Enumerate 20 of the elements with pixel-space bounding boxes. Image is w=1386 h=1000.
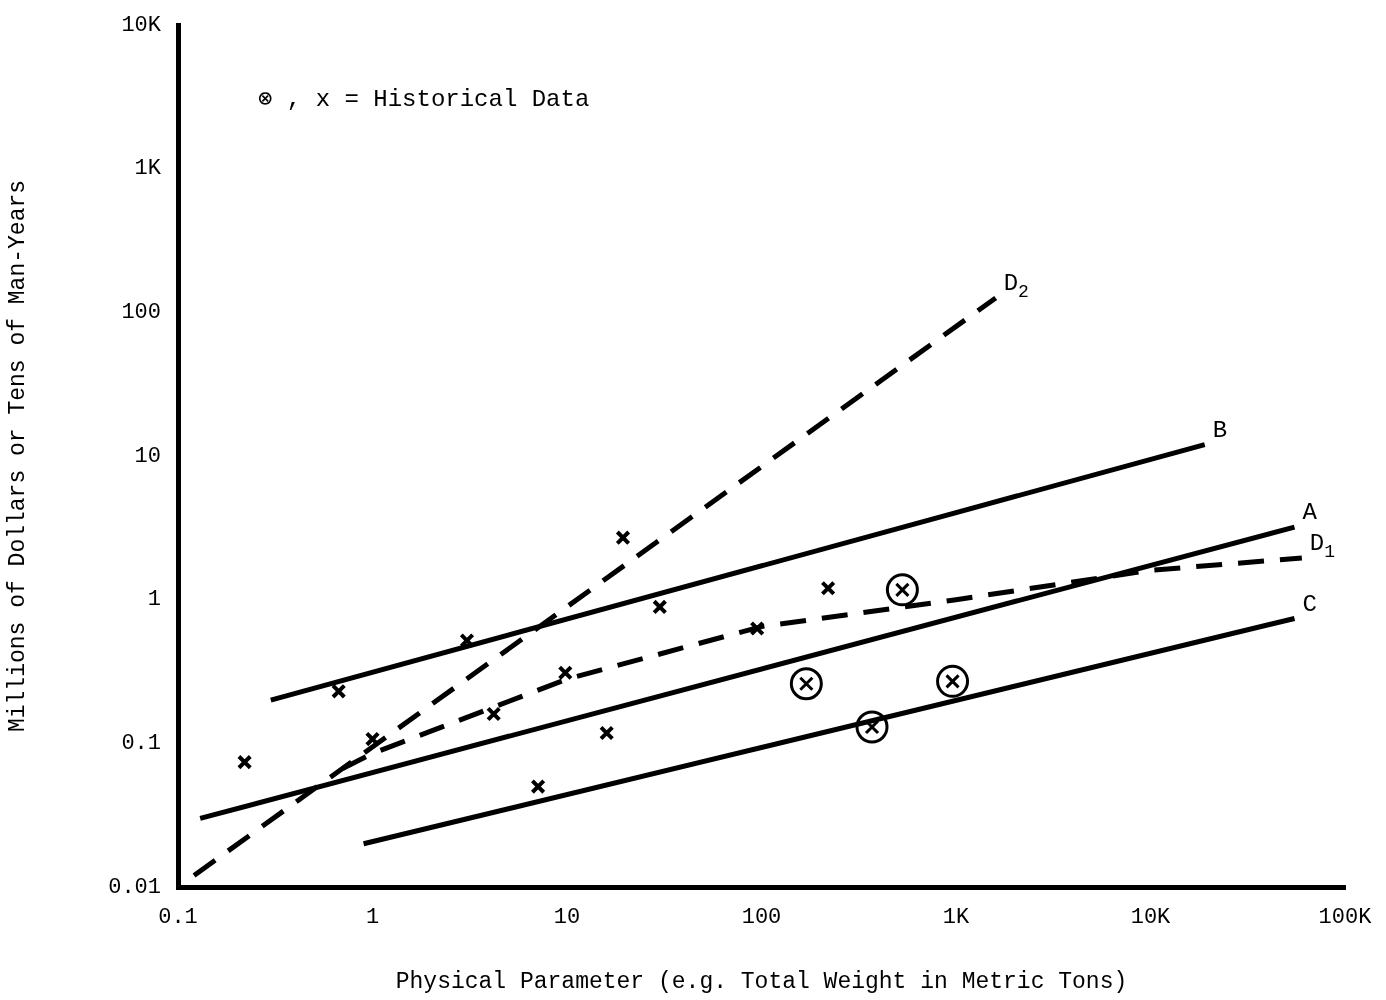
x-axis-title: Physical Parameter (e.g. Total Weight in Metric Tons)	[395, 969, 1128, 996]
x-tick-label: 10	[553, 905, 581, 931]
y-axis-title: Millions of Dollars or Tens of Man-Years	[4, 179, 31, 733]
y-tick-label: 10K	[121, 12, 162, 38]
y-tick-label: 1K	[134, 156, 162, 182]
series-label: A	[1302, 499, 1318, 527]
y-tick-label: 0.1	[121, 731, 161, 757]
x-tick-label: 0.1	[158, 905, 198, 931]
y-tick-label: 0.01	[108, 874, 161, 900]
x-tick-label: 100K	[1318, 905, 1373, 931]
series-label: B	[1212, 416, 1228, 444]
x-tick-label: 1	[365, 905, 380, 931]
y-tick-label: 10	[134, 443, 161, 469]
y-tick-label: 100	[121, 300, 161, 326]
x-tick-label: 100	[741, 905, 782, 931]
y-tick-label: 1	[147, 587, 161, 613]
annotation: ⊗ , x = Historical Data	[258, 86, 590, 114]
series-label: C	[1302, 590, 1317, 618]
x-tick-label: 1K	[942, 905, 970, 931]
x-tick-label: 10K	[1130, 905, 1172, 931]
